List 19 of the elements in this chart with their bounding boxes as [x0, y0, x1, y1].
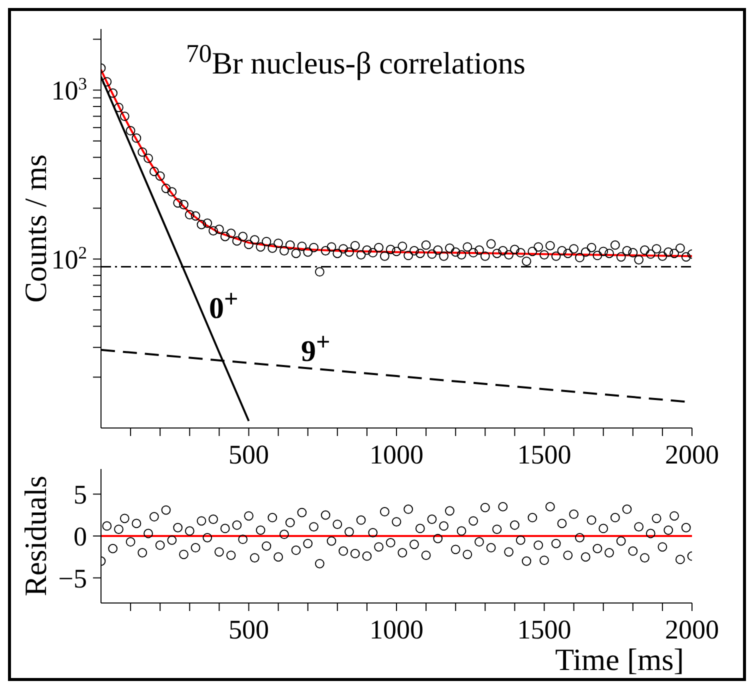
y-tick-label: 0: [74, 521, 87, 552]
annotation: 0$^{+}$: [209, 286, 238, 326]
x-axis-title: Time [ms]: [555, 642, 684, 677]
y-axis-title: Counts / ms: [18, 154, 54, 303]
x-tick-label: 2000: [665, 440, 719, 470]
x-tick-label: 500: [228, 614, 269, 645]
annotation: 9$^{+}$: [301, 329, 330, 369]
chart-title: $^{70}$Br nucleus-β correlations: [186, 39, 526, 82]
x-tick-label: 1000: [370, 614, 424, 645]
x-tick-label: 500: [228, 440, 269, 470]
y-tick-label: 10$^{2}$: [51, 242, 87, 275]
x-tick-label: 1500: [517, 614, 572, 645]
x-tick-label: 2000: [665, 614, 719, 645]
y-tick-label: 10$^{3}$: [51, 74, 88, 106]
x-tick-label: 1000: [370, 440, 424, 470]
y-tick-label: 5: [74, 480, 87, 510]
y-axis-title: Residuals: [18, 476, 54, 596]
x-tick-label: 1500: [517, 440, 572, 470]
y-tick-label: −5: [58, 563, 87, 594]
